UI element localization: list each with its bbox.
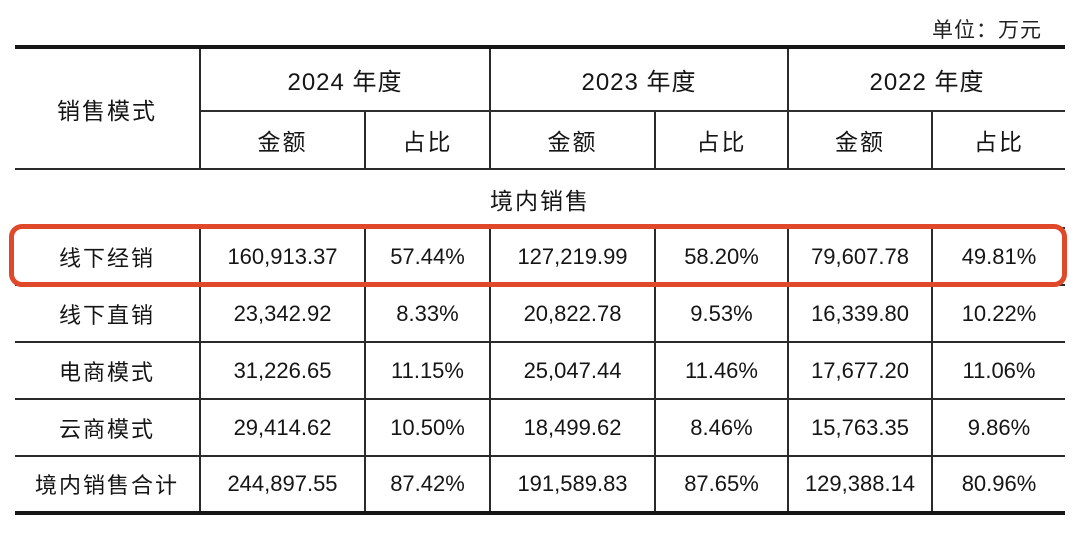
amount-2023: 25,047.44 [490,342,656,400]
amount-2023: 18,499.62 [490,399,656,457]
sub-header-amount-2022: 金额 [788,111,933,170]
share-2022: 10.22% [932,285,1065,343]
share-2023: 11.46% [655,342,789,400]
share-2024: 57.44% [365,228,491,286]
amount-2022: 17,677.20 [788,342,933,400]
amount-2024: 29,414.62 [200,399,366,457]
row-label: 线下经销 [15,228,201,286]
amount-2024: 31,226.65 [200,342,366,400]
amount-2024: 160,913.37 [200,228,366,286]
share-2023: 9.53% [655,285,789,343]
year-header-2024: 2024 年度 [200,47,491,112]
amount-2022: 16,339.80 [788,285,933,343]
row-label: 境内销售合计 [15,456,201,513]
amount-2022: 15,763.35 [788,399,933,457]
sub-header-row: 金额 占比 金额 占比 金额 占比 [15,111,1065,170]
sub-header-amount-2023: 金额 [490,111,656,170]
section-header-row: 境内销售 [15,169,1065,229]
amount-2023: 20,822.78 [490,285,656,343]
year-header-2023: 2023 年度 [490,47,789,112]
table-row-offline-distribution: 线下经销 160,913.37 57.44% 127,219.99 58.20%… [15,228,1065,286]
table-row-domestic-total: 境内销售合计 244,897.55 87.42% 191,589.83 87.6… [15,456,1065,513]
row-label: 线下直销 [15,285,201,343]
amount-2022: 129,388.14 [788,456,933,513]
table-row-ecommerce: 电商模式 31,226.65 11.15% 25,047.44 11.46% 1… [15,342,1065,400]
share-2024: 10.50% [365,399,491,457]
amount-2023: 127,219.99 [490,228,656,286]
amount-2023: 191,589.83 [490,456,656,513]
share-2024: 8.33% [365,285,491,343]
share-2023: 87.65% [655,456,789,513]
share-2022: 80.96% [961,471,1037,496]
amount-2022: 79,607.78 [788,228,933,286]
table-row-cloud-commerce: 云商模式 29,414.62 10.50% 18,499.62 8.46% 15… [15,399,1065,457]
section-header: 境内销售 [15,169,1065,229]
unit-label: 单位：万元 [932,19,1042,42]
sub-header-share-2024: 占比 [365,111,491,170]
amount-2024: 23,342.92 [200,285,366,343]
sub-header-share-2022: 占比 [932,111,1065,170]
corner-header: 销售模式 [15,47,201,170]
row-label: 电商模式 [15,342,201,400]
share-2023: 8.46% [655,399,789,457]
amount-2024: 244,897.55 [200,456,366,513]
table-row-offline-direct: 线下直销 23,342.92 8.33% 20,822.78 9.53% 16,… [15,285,1065,343]
sales-mode-table: 销售模式 2024 年度 2023 年度 2022 年度 金额 占比 金额 占比… [15,45,1065,515]
row-label: 云商模式 [15,399,201,457]
share-2022: 49.81% [932,228,1065,286]
sub-header-share-2023: 占比 [655,111,789,170]
share-2024: 11.15% [365,342,491,400]
share-2022: 9.86% [932,399,1065,457]
year-header-row: 销售模式 2024 年度 2023 年度 2022 年度 [15,47,1065,170]
share-2023: 58.20% [655,228,789,286]
sub-header-amount-2024: 金额 [200,111,366,170]
share-2024: 87.42% [365,456,491,513]
year-header-2022: 2022 年度 [788,47,1065,112]
share-2022: 11.06% [932,342,1065,400]
